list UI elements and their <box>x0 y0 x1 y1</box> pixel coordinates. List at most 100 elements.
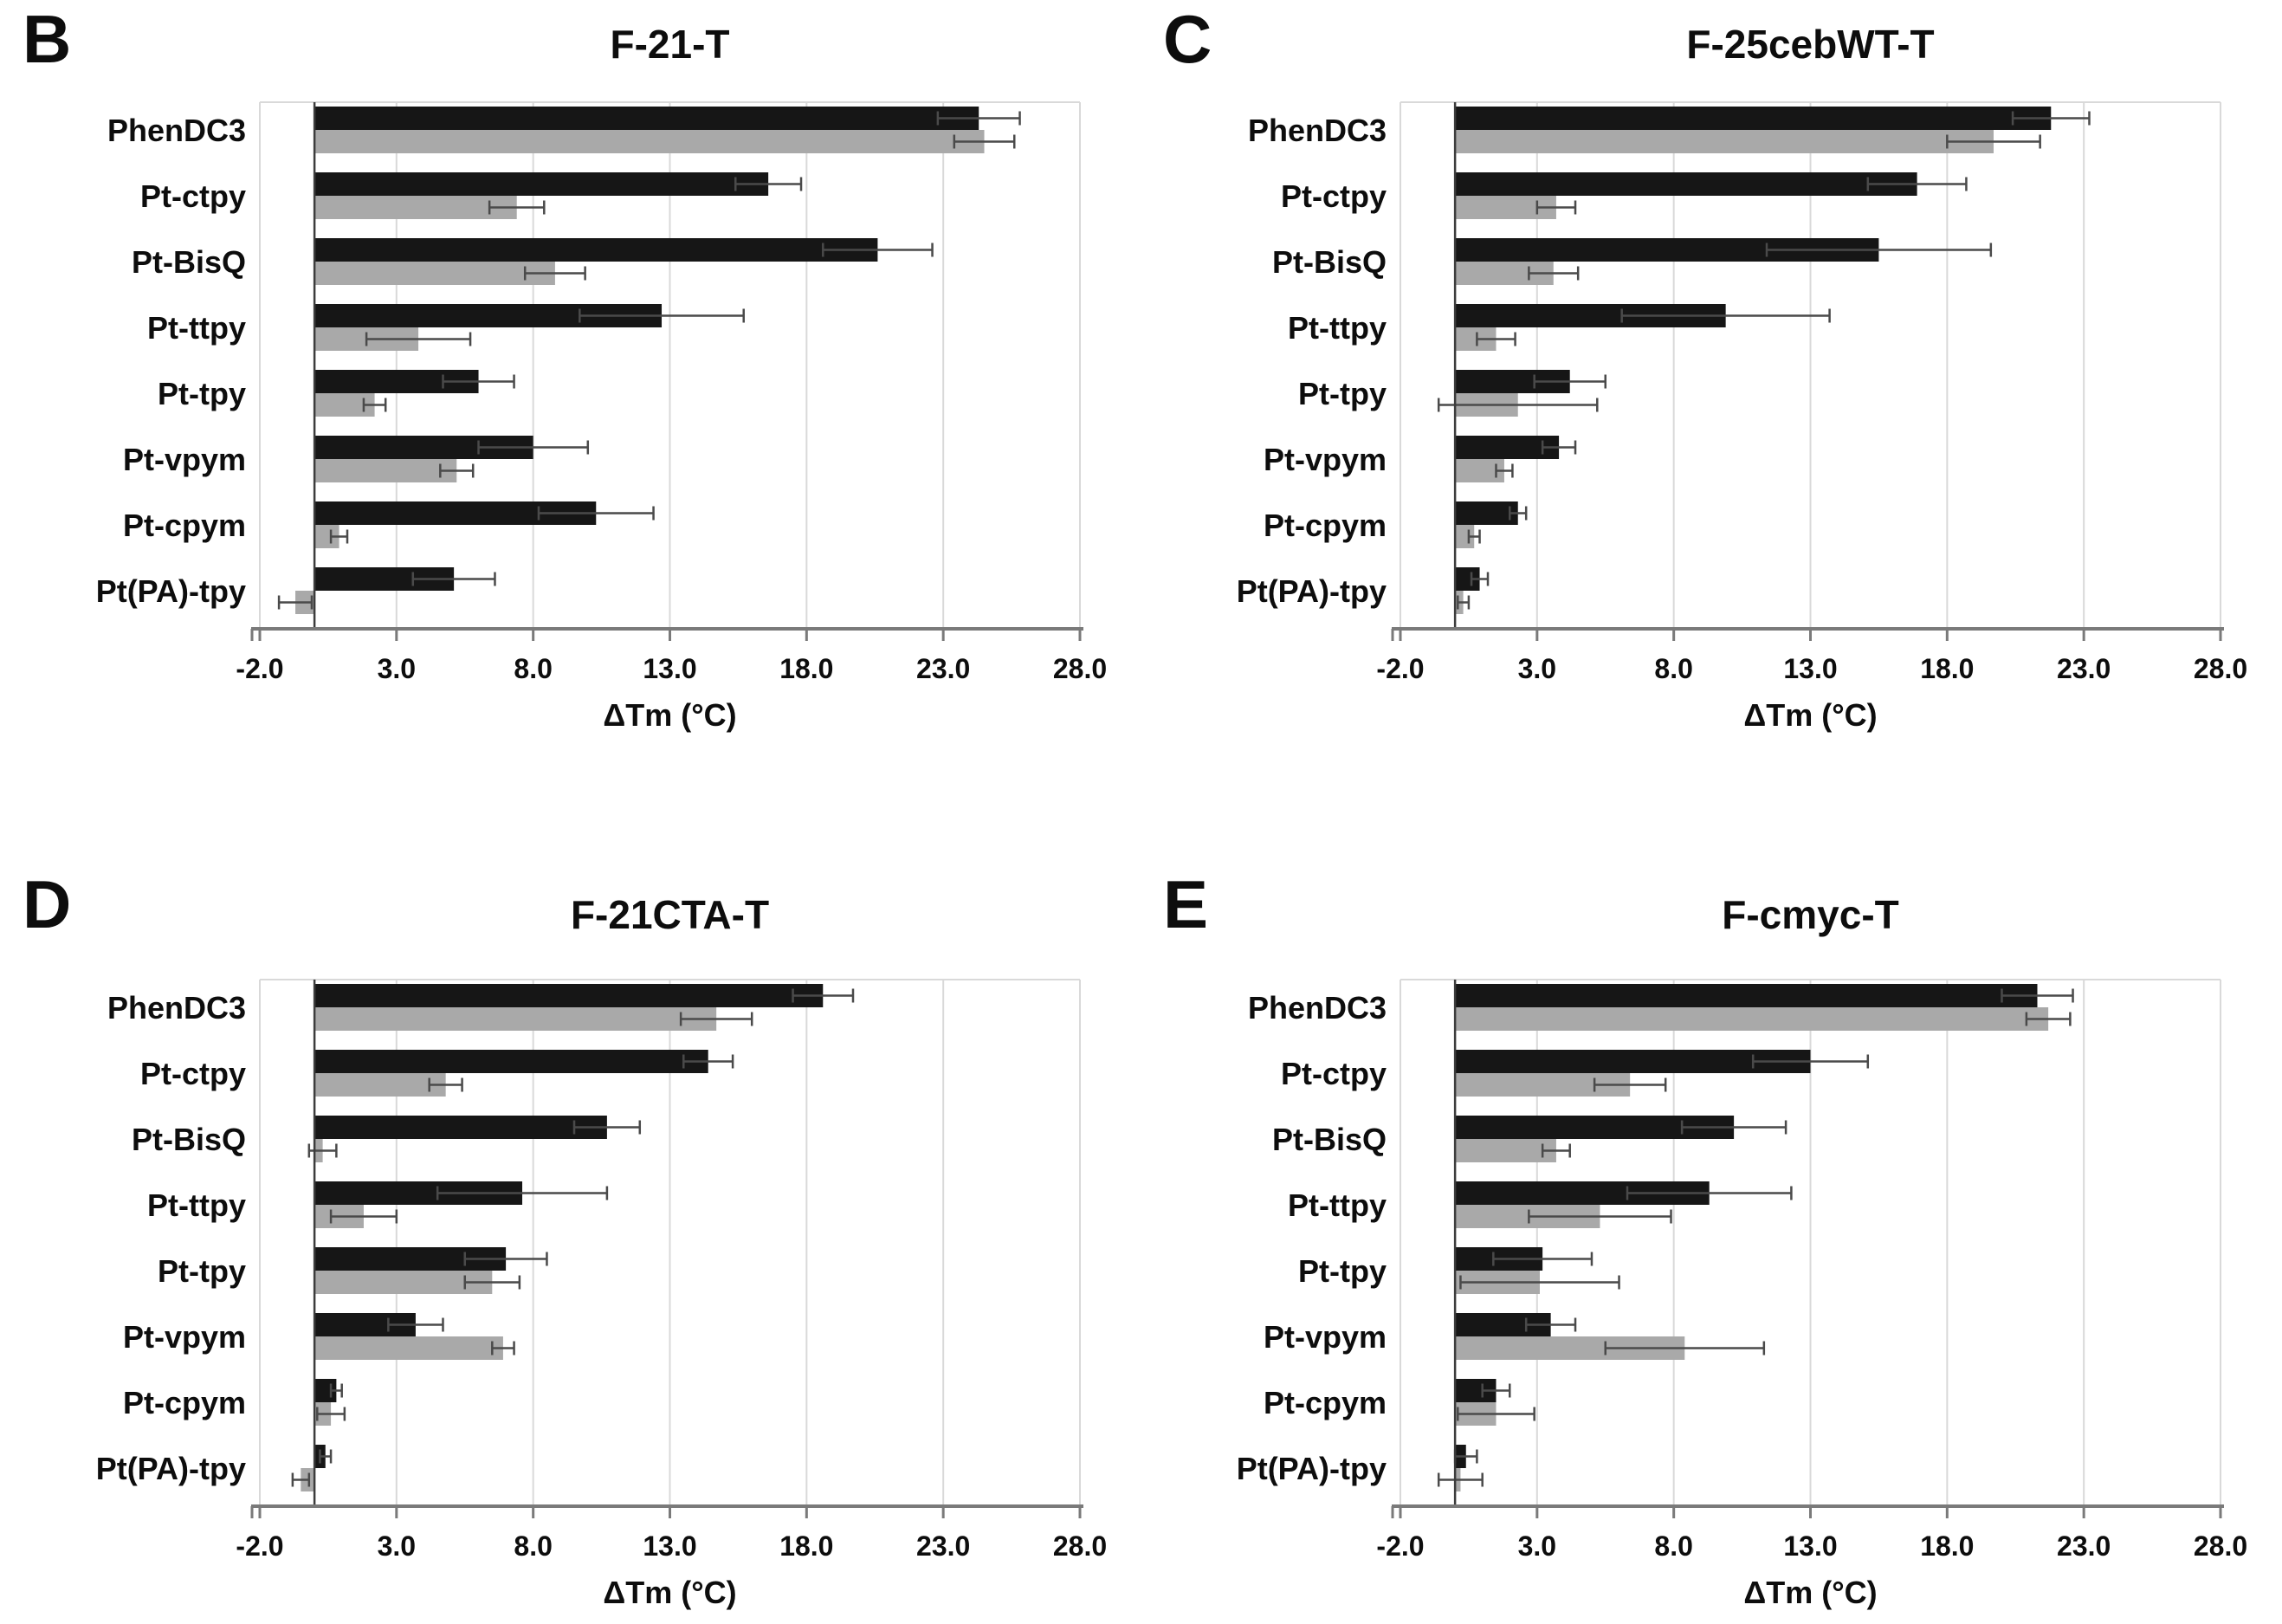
chart-title: F-cmyc-T <box>1722 892 1899 937</box>
x-tick-label: 3.0 <box>1518 653 1556 684</box>
x-tick-label: 13.0 <box>1783 1530 1837 1562</box>
bar-black <box>314 107 979 130</box>
category-label: Pt-cpym <box>123 1385 246 1420</box>
panel-e: E F-cmyc-T -2.0 3.0 8.0 13.0 18.0 23.0 28.0 Phe… <box>1141 810 2282 1624</box>
category-label: Pt(PA)-tpy <box>96 1451 246 1486</box>
bar-black <box>314 1050 708 1073</box>
bar-gray <box>1455 130 1994 153</box>
x-tick-label: 18.0 <box>1920 653 1974 684</box>
category-label: Pt-vpym <box>1264 1319 1387 1355</box>
category-label: Pt-ctpy <box>140 1056 246 1091</box>
x-tick-label: 13.0 <box>643 1530 696 1562</box>
panel-b: B F-21-T -2.0 3.0 8.0 13.0 18.0 23.0 28.0 PhenD… <box>0 0 1141 810</box>
category-label: Pt-ctpy <box>140 178 246 214</box>
bar-black <box>1455 172 1917 196</box>
panel-letter: C <box>1163 1 1212 77</box>
x-tick-label: 8.0 <box>1654 653 1692 684</box>
category-label: PhenDC3 <box>1248 113 1387 148</box>
x-tick-label: 23.0 <box>2057 653 2111 684</box>
category-label: Pt-ttpy <box>147 1187 246 1223</box>
category-label: Pt-ttpy <box>1288 1187 1387 1223</box>
category-label: Pt-vpym <box>123 1319 246 1355</box>
bar-gray <box>1455 1139 1556 1162</box>
category-label: PhenDC3 <box>107 990 246 1026</box>
bar-black <box>314 238 878 262</box>
category-label: Pt-BisQ <box>132 244 246 280</box>
bar-gray <box>314 1271 493 1294</box>
bar-black <box>1455 107 2052 130</box>
category-label: Pt-vpym <box>1264 442 1387 477</box>
category-label: PhenDC3 <box>107 113 246 148</box>
bar-gray <box>314 130 985 153</box>
x-tick-label: 23.0 <box>916 653 970 684</box>
bar-black <box>314 172 769 196</box>
bar-chart: -2.0 3.0 8.0 13.0 18.0 23.0 28.0 PhenDC3 Pt-ctpy… <box>1237 101 2247 733</box>
category-label: Pt-BisQ <box>132 1122 246 1157</box>
x-tick-label: 3.0 <box>1518 1530 1556 1562</box>
bar-chart: -2.0 3.0 8.0 13.0 18.0 23.0 28.0 PhenDC3 Pt-ctpy… <box>96 979 1107 1610</box>
x-tick-label: -2.0 <box>1376 653 1424 684</box>
category-label: Pt-ttpy <box>147 310 246 346</box>
bar-gray <box>314 459 457 482</box>
bar-black <box>314 984 824 1007</box>
x-tick-label: 28.0 <box>2194 653 2247 684</box>
category-label: Pt-ctpy <box>1281 1056 1387 1091</box>
bar-gray <box>314 1073 446 1097</box>
x-tick-label: 28.0 <box>1053 1530 1107 1562</box>
chart-title: F-25cebWT-T <box>1686 22 1935 67</box>
x-tick-label: 18.0 <box>779 1530 833 1562</box>
bar-gray <box>314 196 517 219</box>
x-tick-label: 23.0 <box>916 1530 970 1562</box>
x-tick-label: -2.0 <box>236 653 283 684</box>
bar-gray <box>314 1336 503 1360</box>
x-axis-title: ΔTm (°C) <box>603 1575 736 1610</box>
x-tick-label: -2.0 <box>236 1530 283 1562</box>
category-label: Pt-ttpy <box>1288 310 1387 346</box>
x-tick-label: -2.0 <box>1376 1530 1424 1562</box>
bar-gray <box>314 262 555 285</box>
category-label: Pt-cpym <box>1264 1385 1387 1420</box>
panel-c: C F-25cebWT-T -2.0 3.0 8.0 13.0 18.0 23.0 28.0… <box>1141 0 2282 810</box>
x-axis-title: ΔTm (°C) <box>603 697 736 733</box>
x-tick-label: 18.0 <box>1920 1530 1974 1562</box>
bar-black <box>1455 984 2038 1007</box>
panel-letter: B <box>23 1 72 77</box>
bar-gray <box>314 1007 717 1031</box>
x-tick-label: 28.0 <box>1053 653 1107 684</box>
bar-chart: -2.0 3.0 8.0 13.0 18.0 23.0 28.0 PhenDC3 Pt-ctpy… <box>1237 979 2247 1610</box>
x-tick-label: 13.0 <box>1783 653 1837 684</box>
x-tick-label: 8.0 <box>1654 1530 1692 1562</box>
x-tick-label: 23.0 <box>2057 1530 2111 1562</box>
x-tick-label: 3.0 <box>378 1530 416 1562</box>
category-label: Pt-ctpy <box>1281 178 1387 214</box>
category-label: Pt(PA)-tpy <box>1237 573 1387 609</box>
x-axis-title: ΔTm (°C) <box>1743 697 1877 733</box>
x-tick-label: 28.0 <box>2194 1530 2247 1562</box>
category-label: Pt(PA)-tpy <box>1237 1451 1387 1486</box>
category-label: Pt(PA)-tpy <box>96 573 246 609</box>
x-tick-label: 18.0 <box>779 653 833 684</box>
bar-chart: -2.0 3.0 8.0 13.0 18.0 23.0 28.0 PhenDC3 Pt-ctpy… <box>96 101 1107 733</box>
x-tick-label: 8.0 <box>514 653 552 684</box>
category-label: Pt-vpym <box>123 442 246 477</box>
chart-title: F-21-T <box>610 22 730 67</box>
bar-black <box>1455 1050 1811 1073</box>
panel-letter: E <box>1163 866 1209 942</box>
bar-gray <box>1455 1007 2049 1031</box>
category-label: Pt-tpy <box>158 376 246 411</box>
bar-black <box>1455 501 1518 525</box>
category-label: Pt-cpym <box>123 508 246 543</box>
category-label: Pt-BisQ <box>1272 1122 1387 1157</box>
category-label: Pt-cpym <box>1264 508 1387 543</box>
panel-d: D F-21CTA-T -2.0 3.0 8.0 13.0 18.0 23.0 28.0 Ph… <box>0 810 1141 1624</box>
x-tick-label: 13.0 <box>643 653 696 684</box>
x-tick-label: 8.0 <box>514 1530 552 1562</box>
category-label: Pt-tpy <box>1298 376 1387 411</box>
panel-letter: D <box>23 866 72 942</box>
x-tick-label: 3.0 <box>378 653 416 684</box>
category-label: Pt-tpy <box>1298 1253 1387 1289</box>
chart-title: F-21CTA-T <box>570 892 770 937</box>
category-label: PhenDC3 <box>1248 990 1387 1026</box>
bar-black <box>314 1116 607 1139</box>
